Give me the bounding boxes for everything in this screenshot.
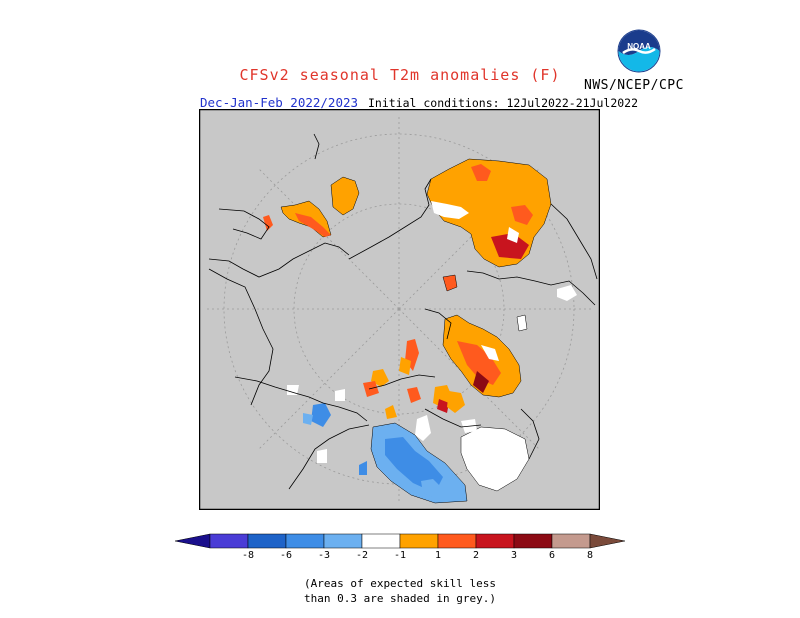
colorbar-swatch <box>399 533 439 549</box>
forecast-period: Dec-Jan-Feb 2022/2023 <box>200 95 359 110</box>
noaa-logo: NOAA <box>617 29 661 73</box>
colorbar-swatch <box>285 533 325 549</box>
colorbar-tick-label: -6 <box>280 550 292 561</box>
colorbar-tick-label: 3 <box>511 550 517 561</box>
colorbar: -8 -6 -3 -2 -1 1 2 3 6 8 <box>174 533 626 561</box>
colorbar-swatch <box>323 533 363 549</box>
colorbar-swatch <box>475 533 515 549</box>
anomaly-regions <box>263 158 577 504</box>
colorbar-swatch <box>513 533 553 549</box>
svg-text:NOAA: NOAA <box>627 42 651 51</box>
skill-note-line1: (Areas of expected skill less <box>303 577 497 590</box>
colorbar-arrow-low <box>174 533 211 549</box>
colorbar-tick-label: -1 <box>394 550 406 561</box>
colorbar-tick-label: -2 <box>356 550 368 561</box>
colorbar-swatch <box>361 533 401 549</box>
coastlines <box>208 133 598 490</box>
colorbar-tick-label: -3 <box>318 550 330 561</box>
polar-map <box>199 109 600 510</box>
colorbar-arrow-high <box>589 533 626 549</box>
colorbar-swatch <box>551 533 591 549</box>
colorbar-swatch <box>247 533 287 549</box>
agency-label: NWS/NCEP/CPC <box>584 78 684 93</box>
colorbar-tick-label: 1 <box>435 550 441 561</box>
colorbar-tick-label: 2 <box>473 550 479 561</box>
skill-note: (Areas of expected skill less than 0.3 a… <box>300 576 500 606</box>
map-title: CFSv2 seasonal T2m anomalies (F) <box>239 66 561 84</box>
colorbar-tick-label: -8 <box>242 550 254 561</box>
graticule <box>204 114 594 504</box>
skill-note-line2: than 0.3 are shaded in grey.) <box>303 592 497 605</box>
colorbar-tick-label: 6 <box>549 550 555 561</box>
colorbar-swatch <box>209 533 249 549</box>
colorbar-tick-label: 8 <box>587 550 593 561</box>
colorbar-swatch <box>437 533 477 549</box>
initial-conditions: Initial conditions: 12Jul2022-21Jul2022 <box>368 96 639 110</box>
